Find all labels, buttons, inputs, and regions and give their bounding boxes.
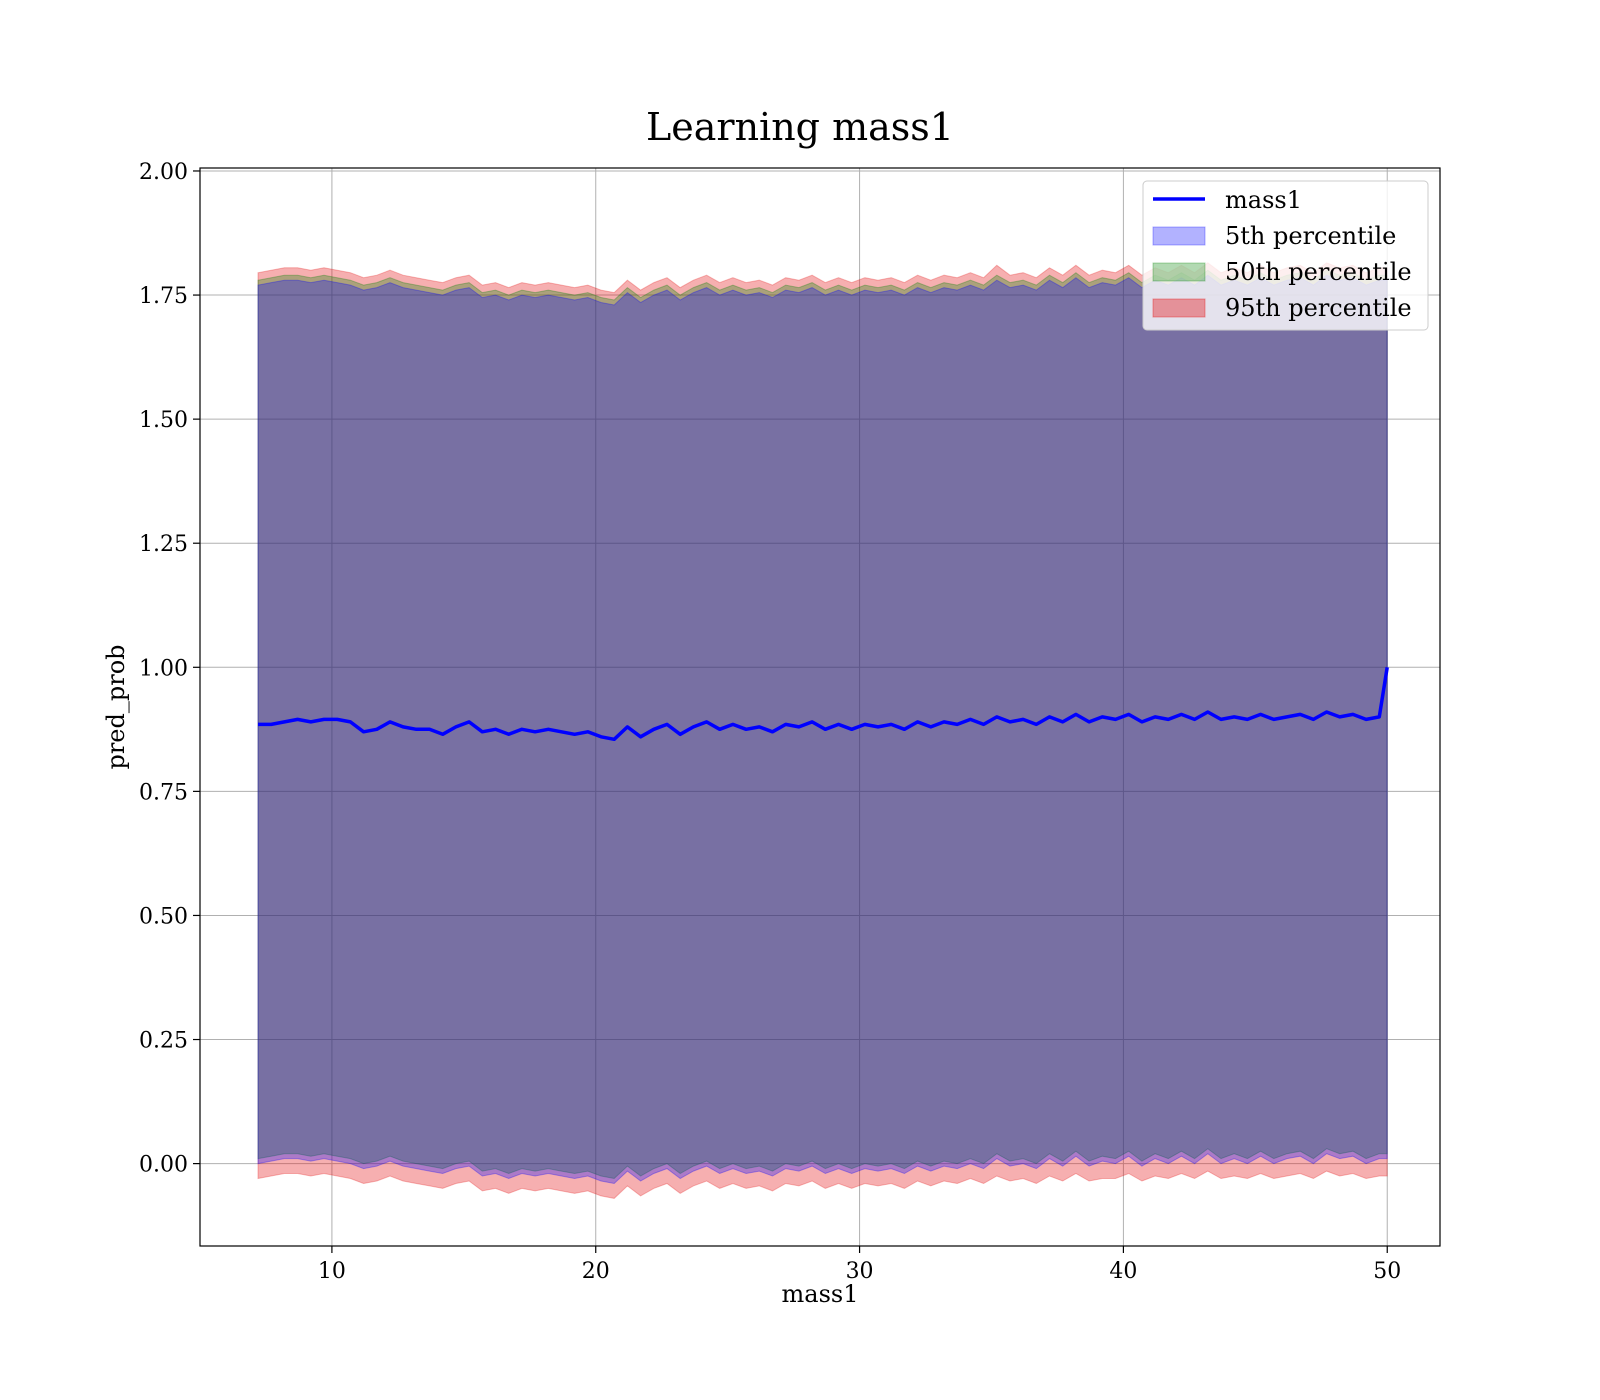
grid — [200, 168, 1440, 1246]
legend-box — [1142, 180, 1429, 331]
y-tick-label: 0.00 — [139, 1153, 188, 1178]
x-tick-label: 20 — [582, 1259, 610, 1284]
plot-area — [200, 168, 1440, 1246]
legend-swatch-95th — [1152, 298, 1206, 318]
legend: mass1 5th percentile 50th percentile 95t… — [1142, 180, 1429, 331]
legend-swatch-5th — [1152, 226, 1206, 246]
y-tick-label: 0.50 — [139, 904, 188, 929]
series-line-mass1 — [258, 667, 1389, 742]
y-axis-label: pred_prob — [102, 644, 130, 769]
legend-label-95th: 95th percentile — [1225, 294, 1412, 322]
y-tick-label: 1.25 — [139, 532, 188, 557]
legend-label-5th: 5th percentile — [1225, 222, 1396, 250]
percentile-bands — [257, 262, 1388, 1199]
y-tick-label: 1.75 — [139, 284, 188, 309]
band-50th-percentile — [257, 269, 1388, 1180]
band-95th-percentile — [257, 262, 1388, 1199]
y-ticks: 0.00 0.25 0.50 0.75 1.00 1.25 1.50 1.75 2.00 — [139, 160, 200, 1178]
y-tick-label: 1.00 — [139, 656, 188, 681]
x-axis-label: mass1 — [782, 1280, 859, 1308]
data-lines — [258, 667, 1389, 742]
x-tick-label: 50 — [1373, 1259, 1401, 1284]
y-tick-label: 2.00 — [139, 160, 188, 185]
x-ticks: 10 20 30 40 50 — [318, 1246, 1401, 1284]
legend-swatch-50th — [1152, 262, 1206, 282]
y-tick-label: 0.75 — [139, 780, 188, 805]
y-tick-label: 0.25 — [139, 1029, 188, 1054]
x-tick-label: 10 — [318, 1259, 346, 1284]
chart-title: Learning mass1 — [646, 105, 954, 149]
x-tick-label: 40 — [1109, 1259, 1137, 1284]
legend-label-50th: 50th percentile — [1225, 258, 1412, 286]
x-tick-label: 30 — [846, 1259, 874, 1284]
plot-frame — [199, 167, 1441, 1247]
y-tick-label: 1.50 — [139, 408, 188, 433]
legend-label-mass1: mass1 — [1225, 186, 1302, 214]
